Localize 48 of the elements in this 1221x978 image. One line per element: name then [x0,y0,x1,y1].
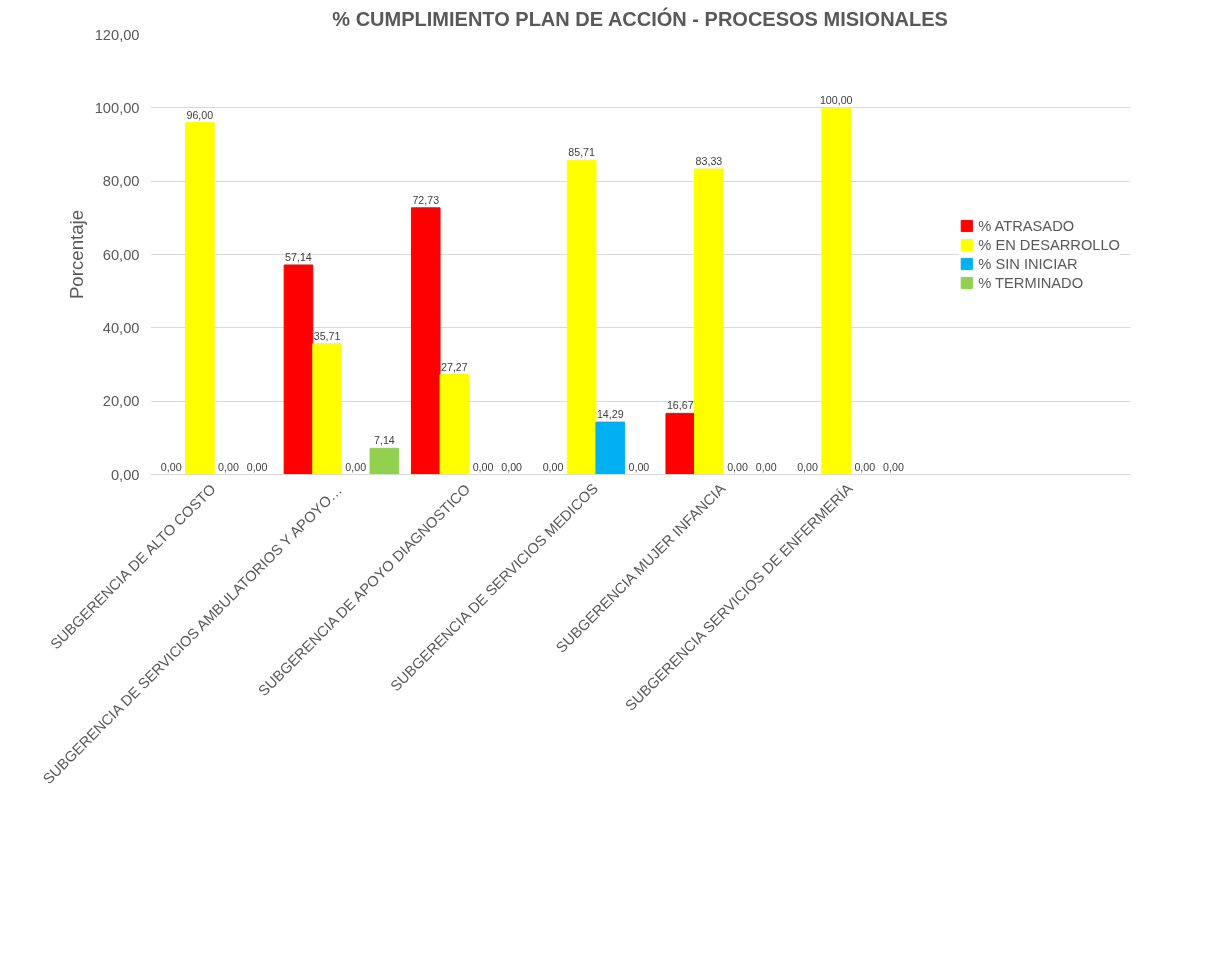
data-label: 72,73 [412,193,440,206]
data-label: 0,00 [883,460,904,473]
bar [439,374,470,475]
bar [185,122,215,475]
y-tick-label: 60,00 [102,246,140,263]
data-label: 85,71 [568,146,596,159]
legend-label: % TERMINADO [978,274,1084,291]
data-label: 7,14 [373,434,395,447]
data-label: 35,71 [313,329,341,342]
y-axis-title: Porcentaje [65,209,87,300]
y-tick-label: 120,00 [94,26,140,43]
legend-label: % SIN INICIAR [978,255,1078,272]
data-label: 0,00 [854,460,876,473]
data-label: 14,29 [596,408,624,421]
legend-label: % EN DESARROLLO [978,236,1120,253]
data-label: 57,14 [285,250,312,263]
data-label: 27,27 [441,360,468,373]
bar [694,168,724,475]
data-label: 100,00 [819,93,853,106]
y-tick-label: 20,00 [102,393,140,410]
bar [410,207,441,475]
data-label: 0,00 [542,460,564,473]
y-tick-label: 40,00 [102,319,140,336]
chart-title: % CUMPLIMIENTO PLAN DE ACCIÓN - PROCESOS MISIONALES [332,6,948,30]
data-label: 96,00 [186,108,214,121]
data-label: 0,00 [472,460,494,473]
bar [283,264,314,475]
legend-label: % ATRASADO [978,217,1075,234]
bar [312,343,342,475]
data-label: 0,00 [345,460,367,473]
y-tick-label: 80,00 [102,173,140,190]
data-label: 0,00 [218,460,239,473]
y-tick-label: 0,00 [110,466,140,483]
bar [821,107,851,475]
bar [369,447,400,475]
bar [595,421,626,475]
bar [665,412,696,475]
y-tick-label: 100,00 [94,99,140,116]
data-label: 0,00 [727,460,748,473]
data-label: 0,00 [628,460,650,473]
data-label: 0,00 [160,460,182,473]
data-label: 0,00 [246,460,268,473]
data-label: 0,00 [755,460,777,473]
data-label: 0,00 [501,460,523,473]
data-label: 0,00 [797,460,818,473]
data-label: 83,33 [695,154,723,167]
data-label: 16,67 [666,399,694,412]
bar [566,159,597,475]
